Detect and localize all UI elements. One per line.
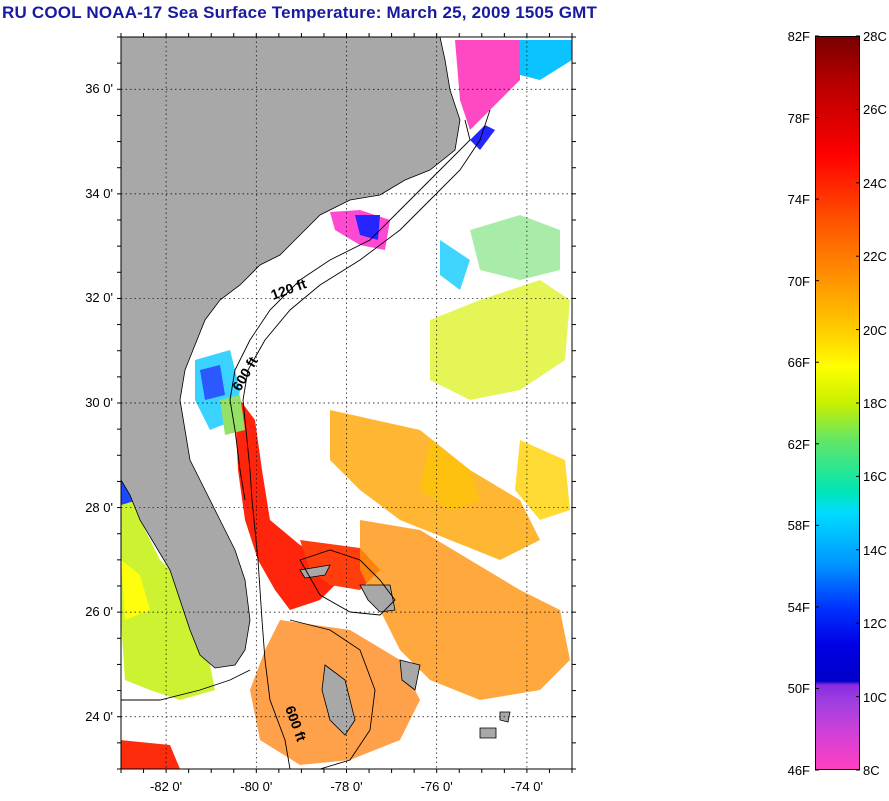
colorbar-c-label: 14C	[863, 542, 887, 558]
colorbar-f-label: 78F	[787, 110, 810, 126]
colorbar-f-label: 46F	[787, 763, 810, 778]
lon-label: -80 0'	[240, 779, 273, 794]
lat-label: 30 0'	[85, 395, 113, 410]
colorbar-c-label: 26C	[863, 102, 887, 118]
lat-label: 28 0'	[85, 499, 113, 515]
lat-label: 36 0'	[85, 81, 113, 97]
colorbar-c-label: 8C	[863, 763, 880, 778]
colorbar-f-label: 62F	[787, 436, 810, 452]
lat-label: 24 0'	[85, 708, 113, 724]
colorbar-c-label: 28C	[863, 29, 887, 44]
lon-label: -82 0'	[150, 779, 183, 794]
bahamas-islands	[299, 564, 511, 739]
lat-label: 34 0'	[85, 185, 113, 201]
map-title: RU COOL NOAA-17 Sea Surface Temperature:…	[2, 3, 598, 22]
axis-ticks	[117, 33, 576, 773]
colorbar-f-label: 74F	[787, 192, 810, 208]
lat-lon-grid	[121, 37, 572, 769]
lon-label: -74 0'	[510, 779, 543, 794]
lon-label: -78 0'	[330, 779, 363, 794]
colorbar-f-label: 54F	[787, 599, 810, 615]
colorbar-c-label: 22C	[863, 249, 887, 265]
colorbar-c-label: 10C	[863, 689, 887, 705]
colorbar-f-label: 70F	[787, 273, 810, 289]
colorbar-f-label: 82F	[787, 29, 810, 44]
colorbar-c-label: 20C	[863, 322, 887, 338]
isobaths	[121, 109, 491, 769]
lat-label: 26 0'	[85, 604, 113, 620]
colorbar-c-label: 12C	[863, 616, 887, 632]
colorbar-c-label: 24C	[863, 175, 887, 191]
lon-label: -76 0'	[420, 779, 453, 794]
temperature-colorbar	[815, 36, 860, 770]
colorbar-f-label: 50F	[787, 681, 810, 697]
colorbar-f-label: 66F	[787, 355, 810, 371]
colorbar-c-label: 18C	[863, 396, 887, 411]
lat-label: 32 0'	[85, 290, 113, 306]
colorbar-c-label: 16C	[863, 469, 887, 485]
colorbar-f-label: 58F	[787, 518, 810, 534]
land	[121, 37, 461, 669]
